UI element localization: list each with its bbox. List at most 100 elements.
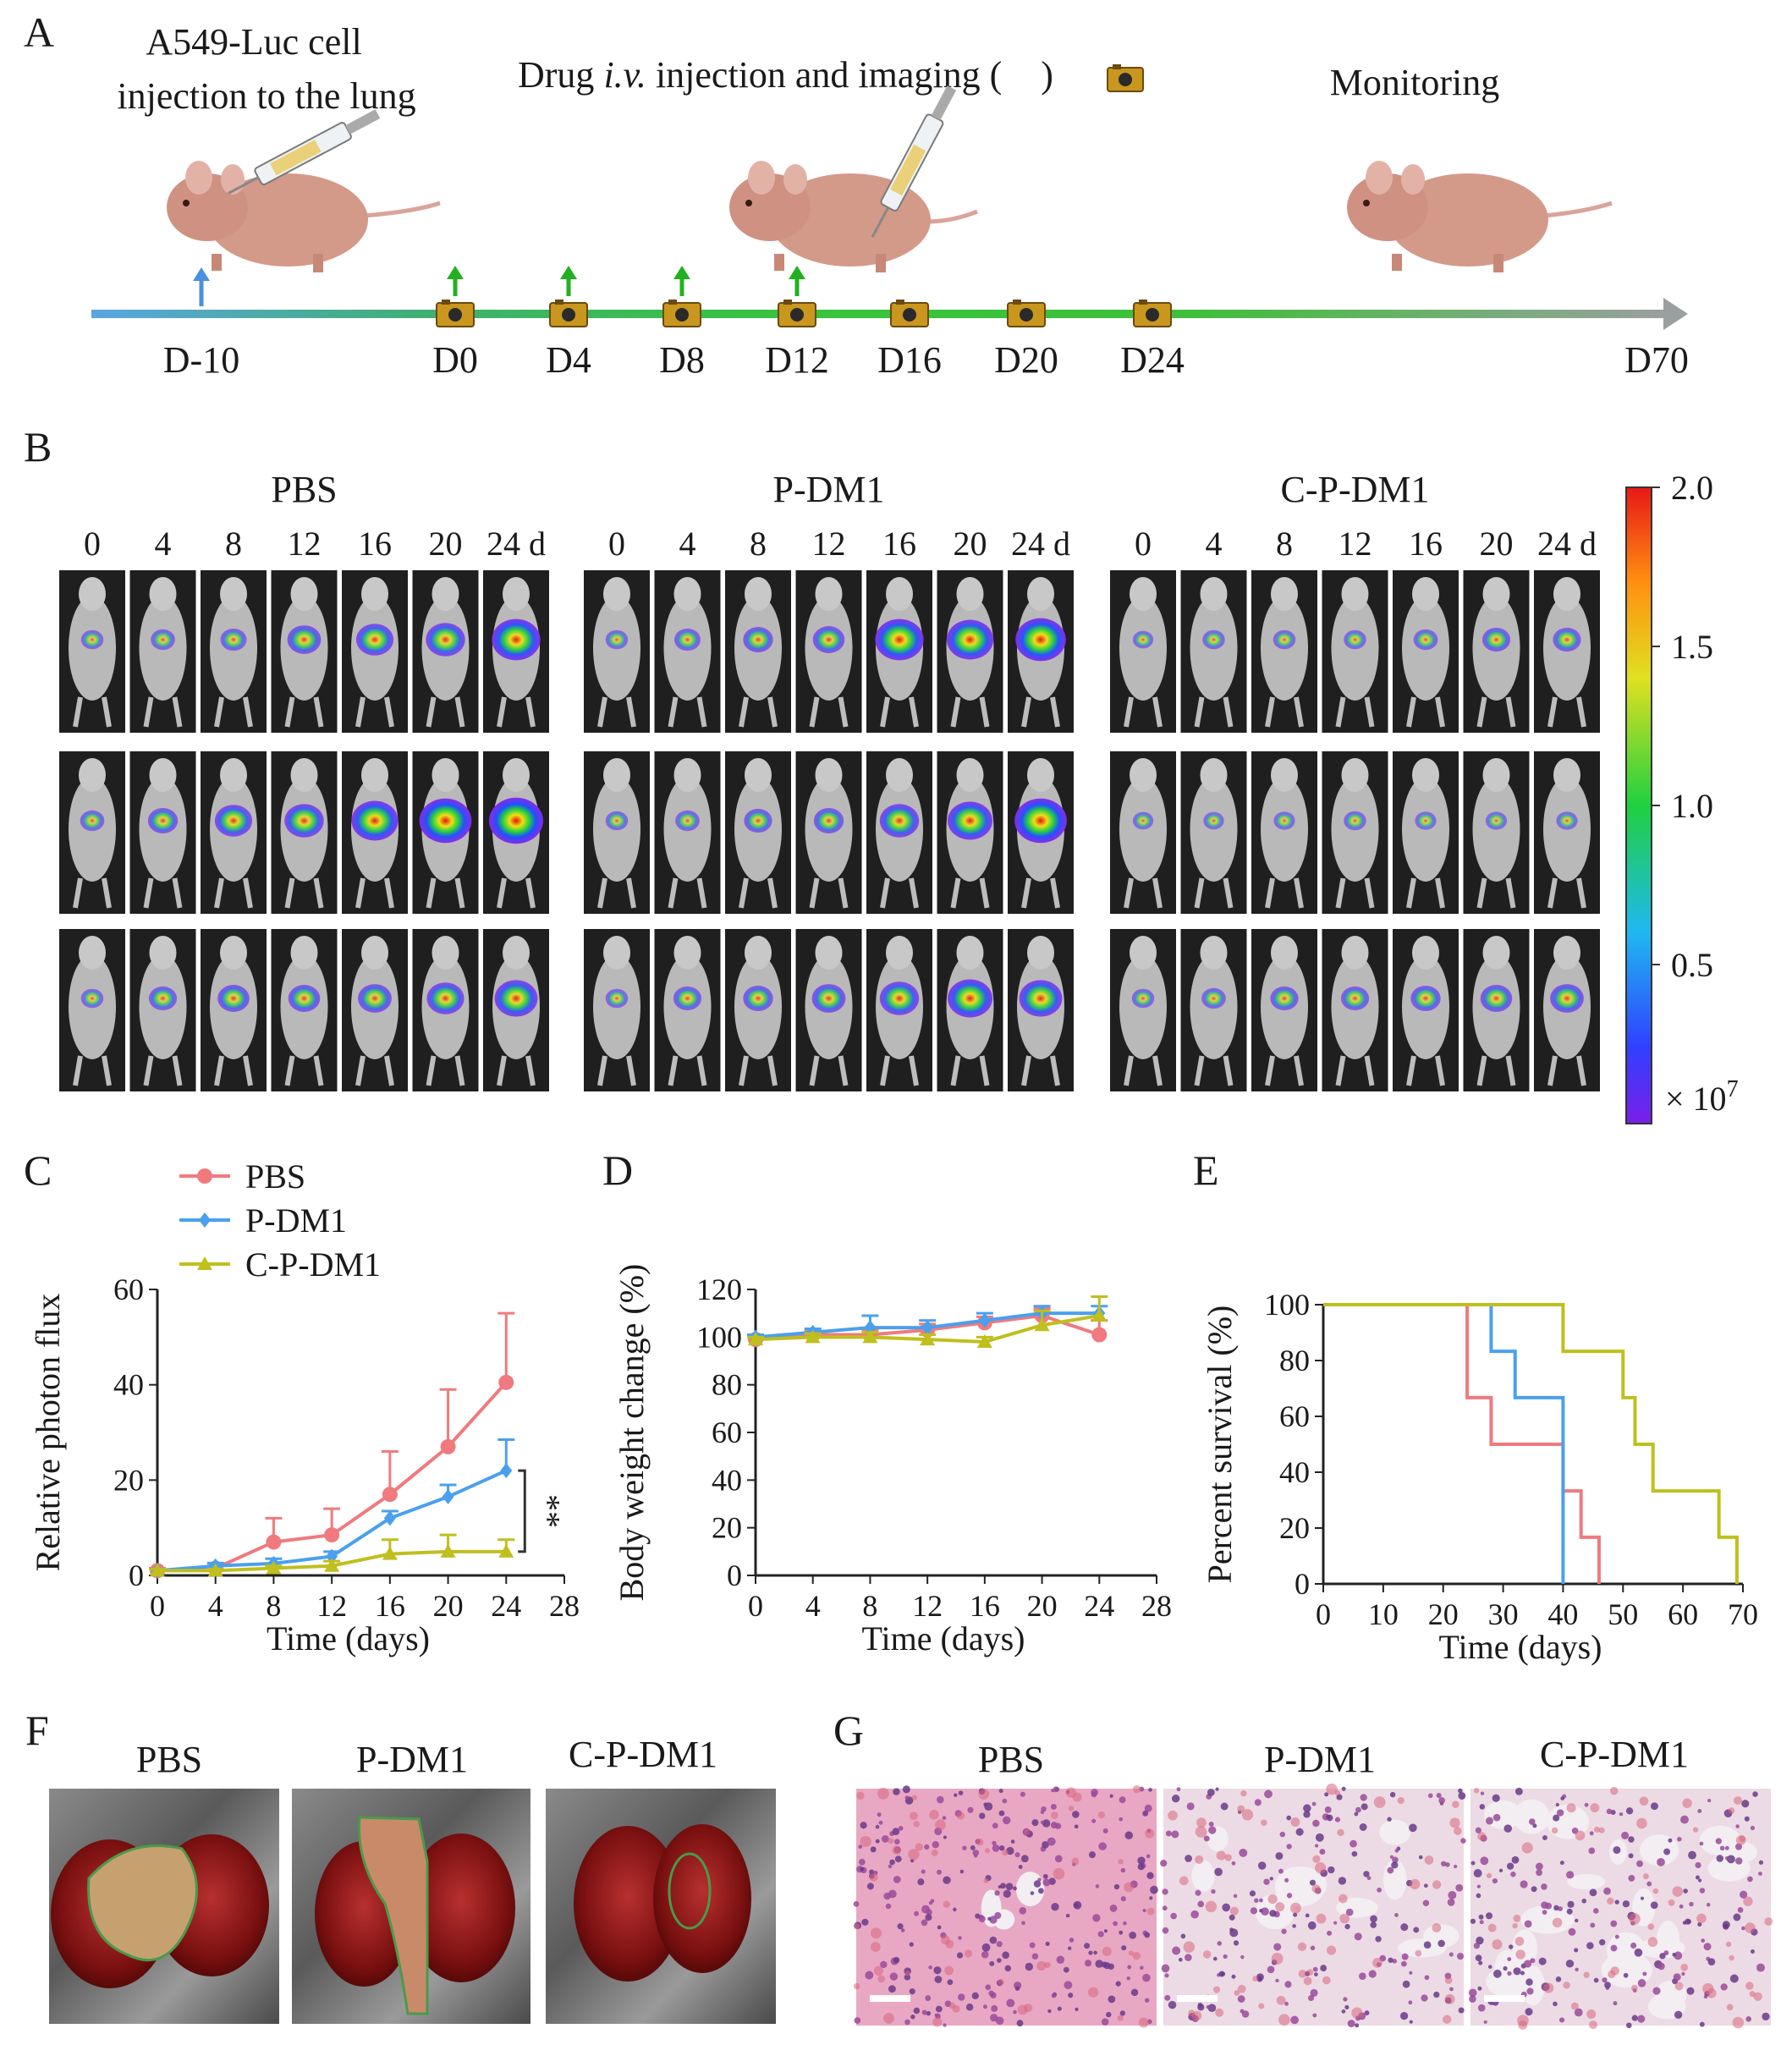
- bioluminescence-signal: [812, 626, 845, 653]
- bli-mouse-image: [483, 570, 549, 733]
- y-axis-label: Body weight change (%): [613, 1264, 651, 1602]
- data-point: [921, 1320, 934, 1336]
- data-point: [805, 1329, 821, 1344]
- y-axis-label: Percent survival (%): [1201, 1306, 1239, 1584]
- bioluminescence-signal: [351, 800, 399, 841]
- data-point: [266, 1534, 282, 1550]
- bioluminescence-signal: [811, 984, 846, 1013]
- bioluminescence-signal: [1556, 811, 1578, 830]
- panel-e-letter: E: [1193, 1146, 1219, 1194]
- x-tick-label: 28: [1141, 1589, 1172, 1623]
- bli-mouse-image: [1008, 751, 1074, 914]
- timeline-day-d-10: D-10: [163, 339, 239, 381]
- bioluminescence-signal: [1553, 627, 1581, 652]
- bli-mouse-image: [937, 929, 1003, 1091]
- bioluminescence-signal: [1481, 627, 1511, 652]
- timeline-day-d12: D12: [765, 339, 829, 381]
- bioluminescence-signal: [80, 988, 104, 1009]
- y-tick-label: 20: [1279, 1511, 1310, 1545]
- chart-e: 0 10 20 30 40 50 60 70 0 20 40 60 80 100 Time (days) Pe…: [1201, 1288, 1758, 1666]
- scale-bar: [1484, 1995, 1525, 2002]
- day-label: 0: [1135, 525, 1152, 563]
- y-tick-label: 0: [129, 1558, 144, 1592]
- scale-bar: [1177, 1995, 1218, 2002]
- legend-label-p-dm1: P-DM1: [245, 1201, 347, 1240]
- bli-mouse-image: [1251, 570, 1317, 733]
- bli-mouse-image: [1251, 751, 1317, 914]
- bioluminescence-signal: [875, 618, 924, 661]
- x-tick-label: 8: [862, 1589, 877, 1623]
- camera-icon: [549, 300, 588, 327]
- bioluminescence-signal: [1132, 630, 1154, 649]
- y-tick-label: 60: [1279, 1399, 1310, 1433]
- lung-label-pbs: PBS: [136, 1739, 202, 1780]
- series-pbs: [149, 1311, 515, 1579]
- bioluminescence-signal: [287, 625, 322, 654]
- bioluminescence-signal: [1344, 629, 1366, 650]
- bli-mouse-image: [795, 570, 862, 733]
- camera-icon: [436, 300, 475, 327]
- bioluminescence-signal: [214, 805, 253, 837]
- bioluminescence-signal: [1202, 629, 1225, 650]
- group-title-c-p-dm1: C-P-DM1: [1280, 469, 1429, 510]
- y-tick-label: 40: [712, 1463, 742, 1497]
- panel-c-letter: C: [24, 1146, 52, 1194]
- bioluminescence-signal: [426, 623, 465, 657]
- bioluminescence-signal: [946, 619, 994, 660]
- bioluminescence-signal: [1203, 811, 1224, 830]
- day-label: 4: [679, 525, 696, 563]
- bli-mouse-image: [201, 570, 267, 733]
- lung-photo-p-dm1: [292, 1789, 530, 2024]
- lung-photo-c-p-dm1: [546, 1789, 776, 2024]
- colorbar-tick-label: 2.0: [1671, 469, 1713, 507]
- bioluminescence-signal: [492, 618, 541, 661]
- y-tick-label: 40: [1279, 1455, 1310, 1489]
- x-tick-label: 8: [266, 1589, 281, 1623]
- bli-mouse-image: [1180, 570, 1247, 733]
- panel-f-letter: F: [25, 1707, 49, 1754]
- data-point: [748, 1332, 763, 1346]
- bli-mouse-image: [271, 570, 338, 733]
- data-point: [976, 1333, 992, 1348]
- data-point: [1091, 1307, 1108, 1322]
- y-tick-label: 120: [696, 1273, 742, 1306]
- camera-icon: [662, 300, 701, 327]
- day-label: 16: [882, 525, 916, 563]
- data-point: [498, 1374, 514, 1390]
- timeline-marks: D-10 D0 D4 D8 D12 D16 D20 D24 D70: [163, 266, 1689, 381]
- scale-bar: [870, 1995, 910, 2002]
- bli-mouse-image: [59, 929, 125, 1091]
- timeline-day-d24: D24: [1120, 339, 1185, 381]
- bioluminescence-signal: [879, 804, 920, 838]
- bli-mouse-image: [1534, 570, 1600, 733]
- bli-mouse-image: [271, 751, 338, 914]
- x-tick-label: 30: [1488, 1597, 1519, 1631]
- y-tick-label: 100: [1264, 1288, 1310, 1322]
- timeline-bar: [91, 310, 1665, 318]
- panel-g: G PBS P-DM1 C-P-DM1: [833, 1707, 1773, 2030]
- bli-mouse-image: [1393, 751, 1459, 914]
- y-axis-label: Relative photon flux: [29, 1294, 67, 1572]
- camera-icon: [890, 300, 929, 327]
- bli-mouse-image: [201, 929, 267, 1091]
- timeline-day-d4: D4: [546, 339, 591, 381]
- data-point: [382, 1546, 398, 1560]
- panel-f: F PBS P-DM1 C-P-DM1: [25, 1707, 776, 2024]
- he-image-pbs: [853, 1784, 1158, 2028]
- bli-mouse-image: [725, 929, 791, 1091]
- bli-mouse-image: [129, 929, 196, 1091]
- x-tick-label: 60: [1668, 1597, 1698, 1631]
- bli-mouse-image: [342, 751, 408, 914]
- bli-mouse-image: [342, 929, 408, 1091]
- bioluminescence-signal: [494, 980, 538, 1017]
- bli-mouse-image: [412, 570, 479, 733]
- day-label: 16: [358, 525, 392, 563]
- y-tick-label: 100: [696, 1320, 742, 1354]
- he-image-c-p-dm1: [1468, 1786, 1773, 2030]
- x-tick-label: 20: [433, 1589, 464, 1623]
- bioluminescence-signal: [80, 629, 104, 650]
- bli-mouse-image: [866, 929, 932, 1091]
- panel-c: C: [24, 1146, 52, 1194]
- x-tick-label: 16: [375, 1589, 405, 1623]
- panel-a-letter: A: [24, 8, 54, 56]
